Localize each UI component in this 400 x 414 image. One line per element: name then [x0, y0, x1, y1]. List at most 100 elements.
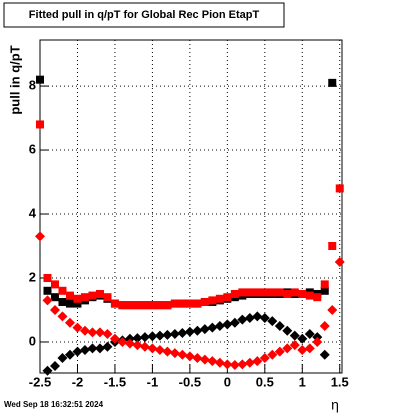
square-marker: [290, 288, 299, 297]
square-marker: [95, 289, 104, 298]
x-tick-label: -0.5: [179, 374, 201, 389]
square-marker: [163, 301, 172, 310]
diamond-marker: [177, 349, 188, 360]
diamond-marker: [214, 357, 225, 368]
diamond-marker: [154, 344, 165, 355]
diamond-marker: [35, 231, 45, 242]
square-marker: [253, 288, 262, 297]
square-marker: [118, 301, 127, 310]
diamond-marker: [229, 360, 240, 371]
square-marker: [103, 293, 112, 302]
diamond-marker: [192, 352, 203, 363]
square-marker: [36, 75, 44, 84]
square-marker: [148, 301, 157, 310]
square-marker: [245, 288, 254, 297]
diamond-marker: [244, 357, 255, 368]
y-tick-label: 0: [29, 333, 36, 348]
diamond-marker: [312, 336, 323, 347]
diamond-marker: [319, 320, 330, 331]
diamond-marker: [282, 343, 293, 354]
diamond-marker: [139, 332, 150, 343]
diamond-marker: [177, 328, 188, 339]
square-marker: [223, 293, 232, 302]
square-marker: [58, 297, 67, 306]
square-marker: [260, 288, 269, 297]
y-axis-label: pull in q/pT: [7, 45, 22, 114]
square-marker: [230, 289, 239, 298]
square-marker: [178, 299, 187, 308]
diamond-marker: [192, 325, 203, 336]
square-marker: [320, 280, 329, 289]
square-marker: [208, 296, 217, 305]
square-marker: [65, 299, 74, 308]
diamond-marker: [214, 320, 225, 331]
diamond-marker: [267, 349, 278, 360]
diamond-marker: [237, 359, 248, 370]
x-tick-label: 0.5: [256, 374, 274, 389]
diamond-marker: [274, 320, 285, 331]
timestamp: Wed Sep 18 16:32:51 2024: [4, 400, 104, 409]
diamond-marker: [229, 317, 240, 328]
square-marker: [305, 291, 314, 300]
diamond-marker: [282, 325, 293, 336]
diamond-marker: [64, 317, 75, 328]
diamond-marker: [109, 333, 120, 344]
diamond-marker: [79, 325, 90, 336]
square-marker: [125, 301, 134, 310]
square-marker: [43, 286, 52, 295]
diamond-marker: [94, 343, 105, 354]
square-marker: [215, 294, 224, 303]
square-marker: [200, 297, 209, 306]
y-tick-label: 8: [29, 78, 36, 93]
y-tick-label: 2: [29, 269, 36, 284]
x-tick-label: 0: [224, 374, 231, 389]
diamond-marker: [169, 328, 180, 339]
square-marker: [320, 286, 329, 295]
diamond-marker: [222, 319, 233, 330]
diamond-marker: [259, 312, 270, 323]
diamond-marker: [57, 352, 68, 363]
diamond-marker: [64, 349, 75, 360]
x-tick-label: -2.5: [29, 374, 51, 389]
square-marker: [155, 301, 164, 310]
diamond-marker: [252, 356, 263, 367]
square-marker: [193, 299, 202, 308]
diamond-marker: [289, 340, 300, 351]
diamond-marker: [42, 295, 53, 306]
square-marker: [185, 299, 194, 308]
diamond-marker: [132, 340, 143, 351]
x-tick-label: 1: [299, 374, 306, 389]
diamond-marker: [87, 343, 98, 354]
diamond-marker: [72, 322, 83, 333]
diamond-marker: [327, 304, 338, 315]
plot-border: [39, 39, 343, 374]
diamond-marker: [237, 314, 248, 325]
square-marker: [170, 299, 179, 308]
diamond-marker: [139, 341, 150, 352]
square-marker: [238, 288, 247, 297]
diamond-marker: [274, 346, 285, 357]
plot-frame: [40, 40, 342, 373]
diamond-marker: [132, 333, 143, 344]
diamond-marker: [72, 346, 83, 357]
title-box: [3, 2, 285, 28]
square-marker: [133, 301, 142, 310]
diamond-marker: [259, 352, 270, 363]
square-marker: [275, 288, 284, 297]
diamond-marker: [184, 351, 195, 362]
diamond-marker: [162, 346, 173, 357]
diamond-marker: [207, 322, 218, 333]
y-tick-label: 4: [29, 205, 37, 220]
square-marker: [58, 286, 67, 295]
diamond-marker: [79, 344, 90, 355]
square-marker: [73, 299, 82, 308]
diamond-marker: [297, 344, 308, 355]
square-marker: [328, 78, 337, 87]
y-tick-label: 6: [29, 141, 36, 156]
square-marker: [50, 293, 59, 302]
diamond-marker: [297, 333, 308, 344]
diamond-marker: [252, 311, 263, 322]
diamond-marker: [222, 359, 233, 370]
diamond-marker: [207, 356, 218, 367]
